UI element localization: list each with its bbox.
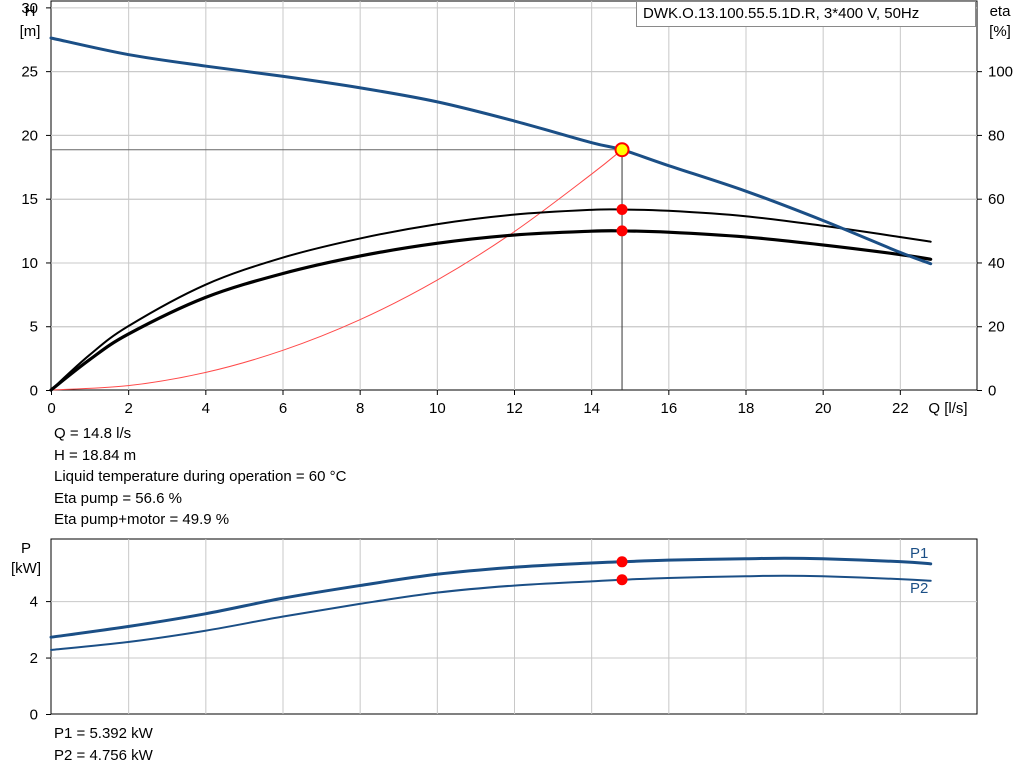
y-left-axis-title: H	[25, 3, 36, 20]
x-tick-label: 22	[892, 400, 909, 417]
y-left-tick-label: 10	[21, 255, 38, 272]
power-axis-title: P	[21, 540, 31, 557]
duty-point-markers	[614, 142, 630, 586]
y-left-tick-label: 0	[30, 383, 38, 400]
p1-series-label: P1	[910, 545, 928, 562]
eta-pump-curve	[50, 208, 932, 391]
y-left-tick-label: 5	[30, 319, 38, 336]
power-info: P1 = 5.392 kW P2 = 4.756 kW	[54, 723, 153, 766]
system-curve	[50, 149, 623, 391]
x-tick-label: 16	[660, 400, 677, 417]
p1-marker	[616, 556, 628, 568]
y-right-tick-label: 40	[988, 255, 1005, 272]
y-left-tick-label: 25	[21, 64, 38, 81]
power-y-tick-label: 2	[30, 650, 38, 667]
p1-readout: P1 = 5.392 kW	[54, 725, 153, 742]
flow-readout: Q = 14.8 l/s	[54, 425, 132, 442]
power-y-tick-label: 0	[30, 707, 38, 724]
p2-curve	[50, 574, 932, 651]
eta-pump-marker	[616, 204, 628, 216]
eta-pump-motor-marker	[616, 225, 628, 237]
p2-marker	[616, 574, 628, 586]
x-tick-label: 12	[506, 400, 523, 417]
y-right-tick-label: 60	[988, 191, 1005, 208]
power-chart-curves	[49, 556, 933, 651]
p1-curve	[49, 556, 933, 639]
power-axis-unit: [kW]	[11, 560, 41, 577]
main-chart-curves	[49, 36, 933, 392]
x-axis-title: Q [l/s]	[928, 400, 967, 417]
x-tick-label: 2	[124, 400, 132, 417]
p2-readout: P2 = 4.756 kW	[54, 746, 153, 764]
x-tick-label: 18	[738, 400, 755, 417]
head-curve	[49, 36, 933, 266]
y-right-axis-unit: [%]	[989, 23, 1011, 40]
duty-point-info: Q = 14.8 l/s H = 18.84 m Liquid temperat…	[54, 423, 346, 531]
y-right-tick-label: 0	[988, 383, 996, 400]
x-tick-label: 0	[47, 400, 55, 417]
y-right-tick-label: 20	[988, 319, 1005, 336]
eta-pump-motor-curve	[49, 229, 933, 392]
x-tick-label: 4	[202, 400, 210, 417]
x-tick-label: 14	[583, 400, 600, 417]
y-left-tick-label: 20	[21, 127, 38, 144]
x-tick-label: 6	[279, 400, 287, 417]
y-left-tick-label: 30	[21, 0, 38, 17]
y-right-tick-label: 100	[988, 64, 1013, 81]
x-tick-label: 8	[356, 400, 364, 417]
y-left-tick-label: 15	[21, 191, 38, 208]
chart-labels: 0 2 4 6 8 10 12 14 16 18 20 22051015202530020406080…	[11, 0, 1013, 724]
main-chart-grid	[46, 0, 982, 395]
y-right-axis-title: eta	[990, 3, 1012, 20]
pump-title: DWK.O.13.100.55.5.1D.R, 3*400 V, 50Hz	[636, 1, 976, 27]
power-chart-grid	[46, 538, 978, 715]
eta-pump-motor-readout: Eta pump+motor = 49.9 %	[54, 511, 230, 528]
head-readout: H = 18.84 m	[54, 446, 137, 464]
power-y-tick-label: 4	[30, 594, 38, 611]
y-left-axis-unit: [m]	[20, 23, 41, 40]
eta-pump-readout: Eta pump = 56.6 %	[54, 489, 182, 507]
x-tick-label: 20	[815, 400, 832, 417]
duty-point-marker	[614, 142, 630, 158]
y-right-tick-label: 80	[988, 127, 1005, 144]
p2-series-label: P2	[910, 580, 928, 597]
liquid-temperature-readout: Liquid temperature during operation = 60…	[54, 468, 347, 485]
x-tick-label: 10	[429, 400, 446, 417]
